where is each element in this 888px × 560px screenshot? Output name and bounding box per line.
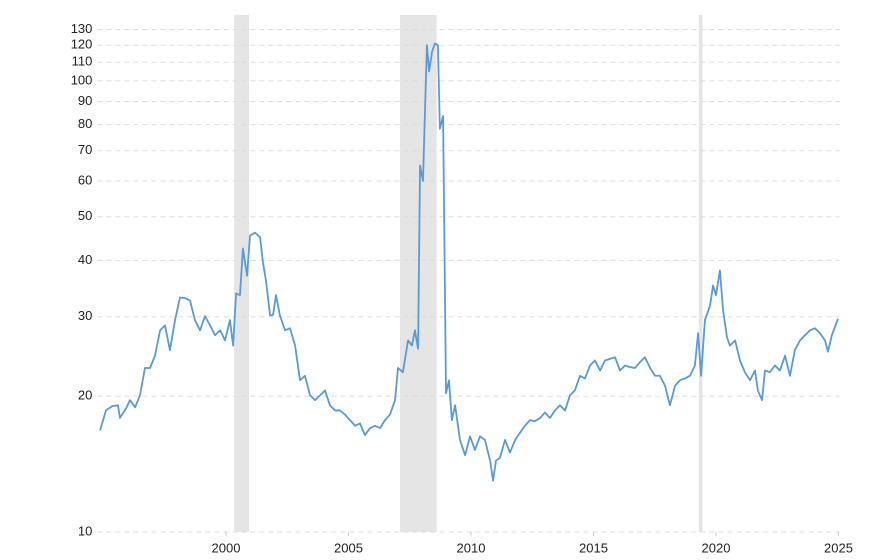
y-tick-label: 120 [71, 37, 93, 52]
y-tick-label: 60 [78, 172, 92, 187]
x-tick-label: 2025 [824, 540, 853, 555]
x-tick-label: 2020 [702, 540, 731, 555]
y-tick-label: 80 [78, 116, 92, 131]
y-tick-label: 20 [78, 388, 92, 403]
y-tick-label: 130 [71, 21, 93, 36]
x-tick-label: 2015 [579, 540, 608, 555]
y-tick-label: 10 [78, 523, 92, 538]
data-line [99, 42, 839, 482]
y-tick-label: 30 [78, 308, 92, 323]
x-tick-label: 2000 [212, 540, 241, 555]
y-tick-label: 100 [71, 72, 93, 87]
y-tick-label: 70 [78, 142, 92, 157]
y-tick-label: 90 [78, 93, 92, 108]
x-tick-label: 2010 [457, 540, 486, 555]
y-tick-label: 110 [72, 54, 93, 69]
y-tick-label: 40 [78, 252, 92, 267]
y-tick-label: 50 [78, 208, 92, 223]
recession-band [698, 15, 703, 532]
x-tick-label: 2005 [334, 540, 363, 555]
